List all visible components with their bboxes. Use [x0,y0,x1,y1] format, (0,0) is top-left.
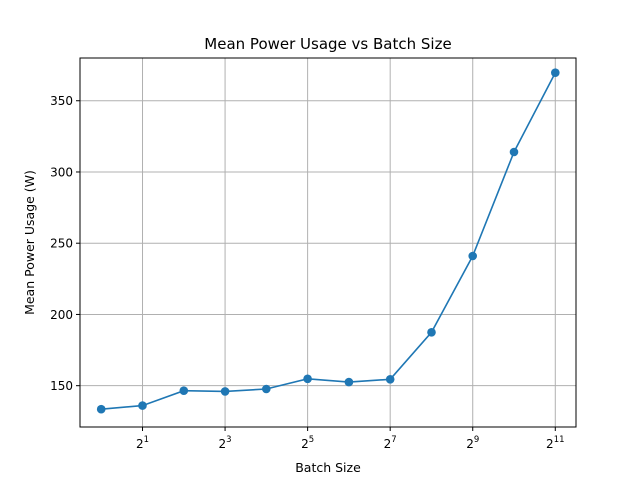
y-tick-label: 250 [50,237,73,251]
x-axis-label: Batch Size [295,460,361,475]
grid-layer [80,58,576,427]
y-tick-label: 350 [50,94,73,108]
x-tick-label: 21 [136,435,149,451]
data-point [344,377,354,387]
y-tick-label: 150 [50,379,73,393]
data-point [96,404,106,414]
x-tick-label: 211 [546,435,564,451]
data-point [138,401,147,410]
data-point [551,68,560,77]
data-point [509,147,519,157]
series-layer [96,68,560,414]
y-axis-label: Mean Power Usage (W) [22,170,37,315]
data-point [179,386,189,396]
data-point [385,375,395,384]
data-point [468,251,478,261]
x-tick-label: 27 [384,435,397,451]
y-tick-label: 200 [50,308,73,322]
plot-frame [79,57,577,428]
x-tick-label: 25 [301,435,314,451]
x-tick-label: 29 [466,435,479,451]
data-point [220,387,230,396]
x-tick-label: 23 [219,435,232,451]
data-point [427,328,436,337]
data-point [262,384,271,394]
data-point [303,374,312,384]
chart-title: Mean Power Usage vs Batch Size [204,35,451,53]
tick-layer: 21 23 25 27 29 211 150 200 250 300 350 [50,94,564,451]
series-line [101,72,557,410]
y-tick-label: 300 [50,165,73,179]
